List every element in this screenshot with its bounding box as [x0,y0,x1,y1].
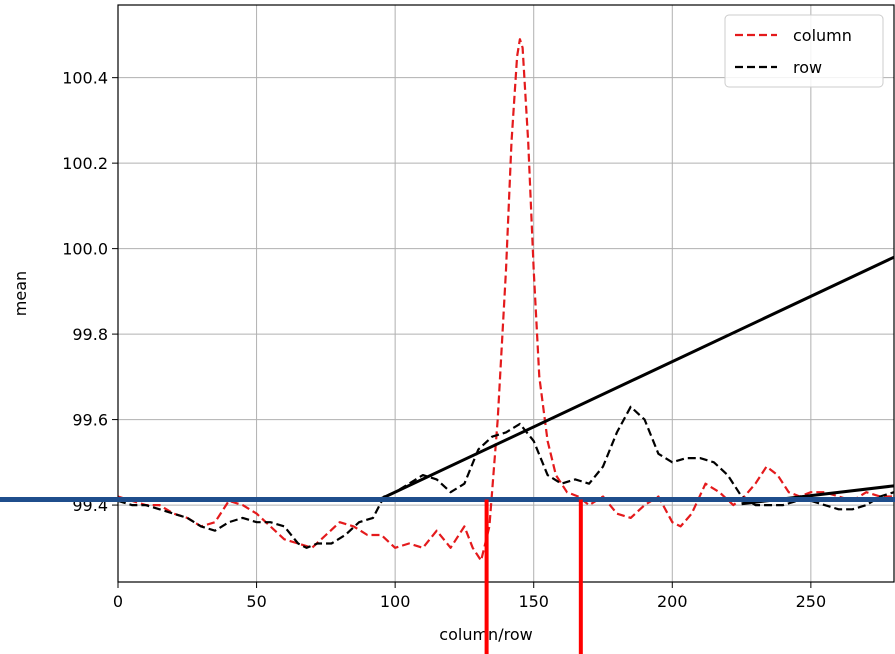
x-tick-label: 250 [796,592,827,611]
overlay-layer [0,497,895,654]
legend: column row [724,14,884,88]
x-tick-label: 150 [518,592,549,611]
y-tick-label: 100.2 [62,154,108,173]
x-tick-label: 50 [246,592,266,611]
legend-label-column: column [793,26,852,45]
legend-label-row: row [793,58,822,77]
x-tick-label: 0 [113,592,123,611]
y-tick-label: 100.0 [62,240,108,259]
y-tick-label: 100.4 [62,69,108,88]
x-tick-label: 100 [380,592,411,611]
x-tick-label: 200 [657,592,688,611]
plot-background [118,5,894,582]
legend-box [724,14,884,88]
y-tick-label: 99.6 [72,411,108,430]
y-axis-label: mean [11,271,30,316]
annotation-black-line [380,255,895,501]
axis-ticks: 0 50 100 150 200 25099.499.699.8100.0100.2100… [62,69,826,611]
series-line-column [117,38,894,562]
series-layer [117,38,895,562]
grid [117,5,894,582]
plot-frame [117,4,895,583]
y-tick-label: 99.8 [72,325,108,344]
